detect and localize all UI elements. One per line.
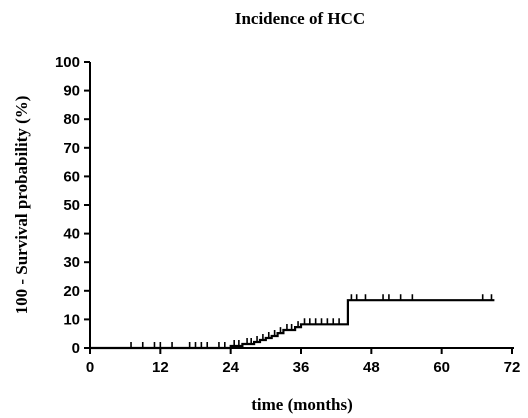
x-axis: 0 12 24 36 48 60 72 (86, 347, 521, 376)
y-tick-label: 0 (72, 340, 80, 357)
x-tick-label: 72 (504, 359, 521, 376)
y-tick-label: 30 (63, 254, 80, 271)
chart-title: Incidence of HCC (235, 9, 365, 28)
y-tick-label: 60 (63, 168, 80, 185)
y-ticks: 0 10 20 30 40 50 60 70 80 90 100 (55, 54, 90, 357)
y-tick-label: 10 (63, 311, 80, 328)
x-tick-label: 60 (433, 359, 450, 376)
plot-area (90, 294, 495, 350)
x-tick-label: 24 (222, 359, 239, 376)
y-tick-label: 80 (63, 111, 80, 128)
y-tick-label: 40 (63, 226, 80, 243)
x-tick-label: 12 (152, 359, 169, 376)
x-tick-label: 36 (293, 359, 310, 376)
x-axis-label: time (months) (251, 395, 353, 414)
y-tick-label: 90 (63, 83, 80, 100)
y-tick-label: 70 (63, 140, 80, 157)
x-ticks: 0 12 24 36 48 60 72 (86, 348, 521, 376)
x-tick-label: 48 (363, 359, 380, 376)
y-tick-label: 100 (55, 54, 80, 71)
x-tick-label: 0 (86, 359, 94, 376)
y-axis: 0 10 20 30 40 50 60 70 80 90 100 (55, 54, 91, 357)
y-tick-label: 20 (63, 283, 80, 300)
y-axis-label: 100 - Survival probability (%) (12, 96, 31, 315)
incidence-curve (90, 299, 495, 350)
y-tick-label: 50 (63, 197, 80, 214)
